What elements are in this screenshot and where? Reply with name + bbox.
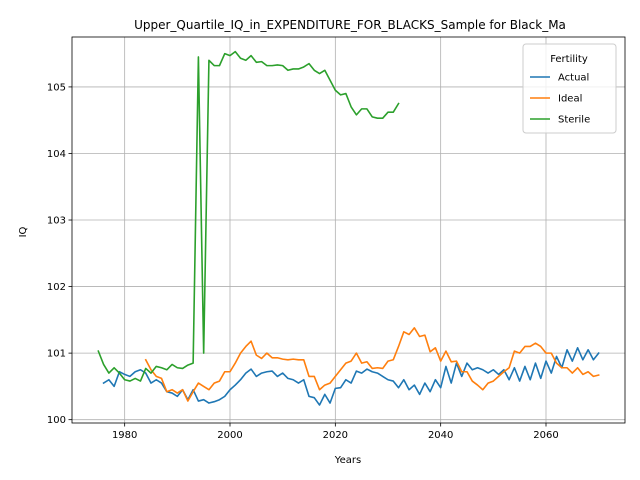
x-tick-label: 2020 (323, 430, 348, 441)
grid (72, 37, 625, 423)
x-tick-label: 2000 (217, 430, 242, 441)
y-tick-label: 101 (47, 349, 66, 360)
x-tick-label: 2040 (428, 430, 453, 441)
legend-label-actual: Actual (558, 73, 589, 84)
y-axis-label: IQ (18, 226, 29, 237)
series-line-actual (102, 346, 600, 406)
y-tick-label: 102 (47, 282, 66, 293)
x-axis-label: Years (334, 455, 361, 466)
y-tick-label: 103 (47, 216, 66, 227)
x-tick-label: 2060 (533, 430, 558, 441)
legend-title: Fertility (550, 54, 588, 65)
plot-area-frame (71, 36, 626, 424)
y-tick-label: 105 (47, 82, 66, 93)
x-tick-label: 1980 (112, 430, 137, 441)
legend-items: Actual Ideal Sterile (530, 73, 590, 126)
legend-box (522, 43, 617, 134)
y-axis-ticks: 100 101 102 103 104 105 (47, 82, 72, 426)
legend-label-ideal: Ideal (558, 94, 582, 105)
series-line-sterile (97, 50, 400, 382)
legend-label-sterile: Sterile (558, 115, 590, 126)
y-tick-label: 100 (47, 415, 66, 426)
legend: Fertility Actual Ideal Sterile (522, 43, 617, 134)
y-tick-label: 104 (47, 149, 66, 160)
series-lines (97, 50, 600, 406)
chart-title: Upper_Quartile_IQ_in_EXPENDITURE_FOR_BLA… (134, 18, 566, 32)
x-axis-ticks: 1980 2000 2020 2040 2060 (112, 423, 559, 441)
series-line-ideal (144, 327, 600, 402)
